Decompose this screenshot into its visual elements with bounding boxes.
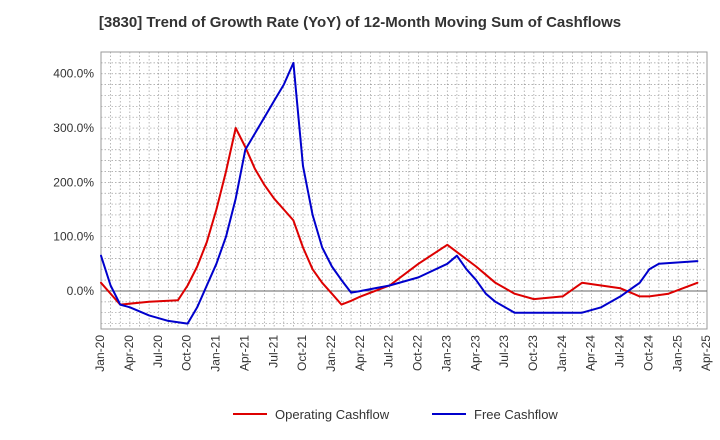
x-tick-label: Oct-21 <box>295 335 309 371</box>
legend-label-operating: Operating Cashflow <box>275 407 390 422</box>
x-tick-label: Jan-21 <box>209 335 223 372</box>
x-tick-label: Oct-20 <box>180 335 194 371</box>
x-tick-label: Apr-23 <box>468 335 482 371</box>
legend-label-free: Free Cashflow <box>474 407 558 422</box>
x-tick-label: Apr-25 <box>699 335 713 371</box>
series-lines <box>100 61 699 325</box>
plot-area <box>100 51 708 330</box>
y-tick-label: 400.0% <box>53 67 94 81</box>
x-tick-label: Apr-21 <box>237 335 251 371</box>
x-tick-label: Jan-24 <box>555 335 569 372</box>
x-tick-label: Jan-20 <box>93 335 107 372</box>
chart-title: [3830] Trend of Growth Rate (YoY) of 12-… <box>98 14 622 31</box>
x-tick-label: Jul-24 <box>613 335 627 368</box>
x-tick-label: Jul-22 <box>382 335 396 368</box>
free-cashflow-line <box>100 61 699 325</box>
x-tick-label: Jan-25 <box>670 335 684 372</box>
y-tick-label: 100.0% <box>53 230 94 244</box>
x-tick-label: Apr-20 <box>122 335 136 371</box>
x-tick-label: Jan-23 <box>439 335 453 372</box>
x-tick-label: Jul-21 <box>266 335 280 368</box>
x-tick-label: Apr-22 <box>353 335 367 371</box>
x-tick-label: Oct-23 <box>526 335 540 371</box>
legend: Operating Cashflow Free Cashflow <box>233 407 558 422</box>
x-tick-label: Oct-24 <box>641 335 655 371</box>
x-tick-label: Apr-24 <box>584 335 598 371</box>
x-tick-label: Jan-22 <box>324 335 338 372</box>
y-tick-label: 200.0% <box>53 175 94 189</box>
x-tick-label: Jul-20 <box>151 335 165 368</box>
y-tick-label: 300.0% <box>53 121 94 135</box>
operating-cashflow-line <box>100 127 699 306</box>
grid-lines <box>101 51 707 329</box>
x-tick-label: Jul-23 <box>497 335 511 368</box>
y-tick-label: 0.0% <box>67 284 95 298</box>
x-tick-label: Oct-22 <box>411 335 425 371</box>
axes: 0.0% 100.0% 200.0% 300.0% 400.0% Jan-20 Apr-20… <box>53 67 713 372</box>
